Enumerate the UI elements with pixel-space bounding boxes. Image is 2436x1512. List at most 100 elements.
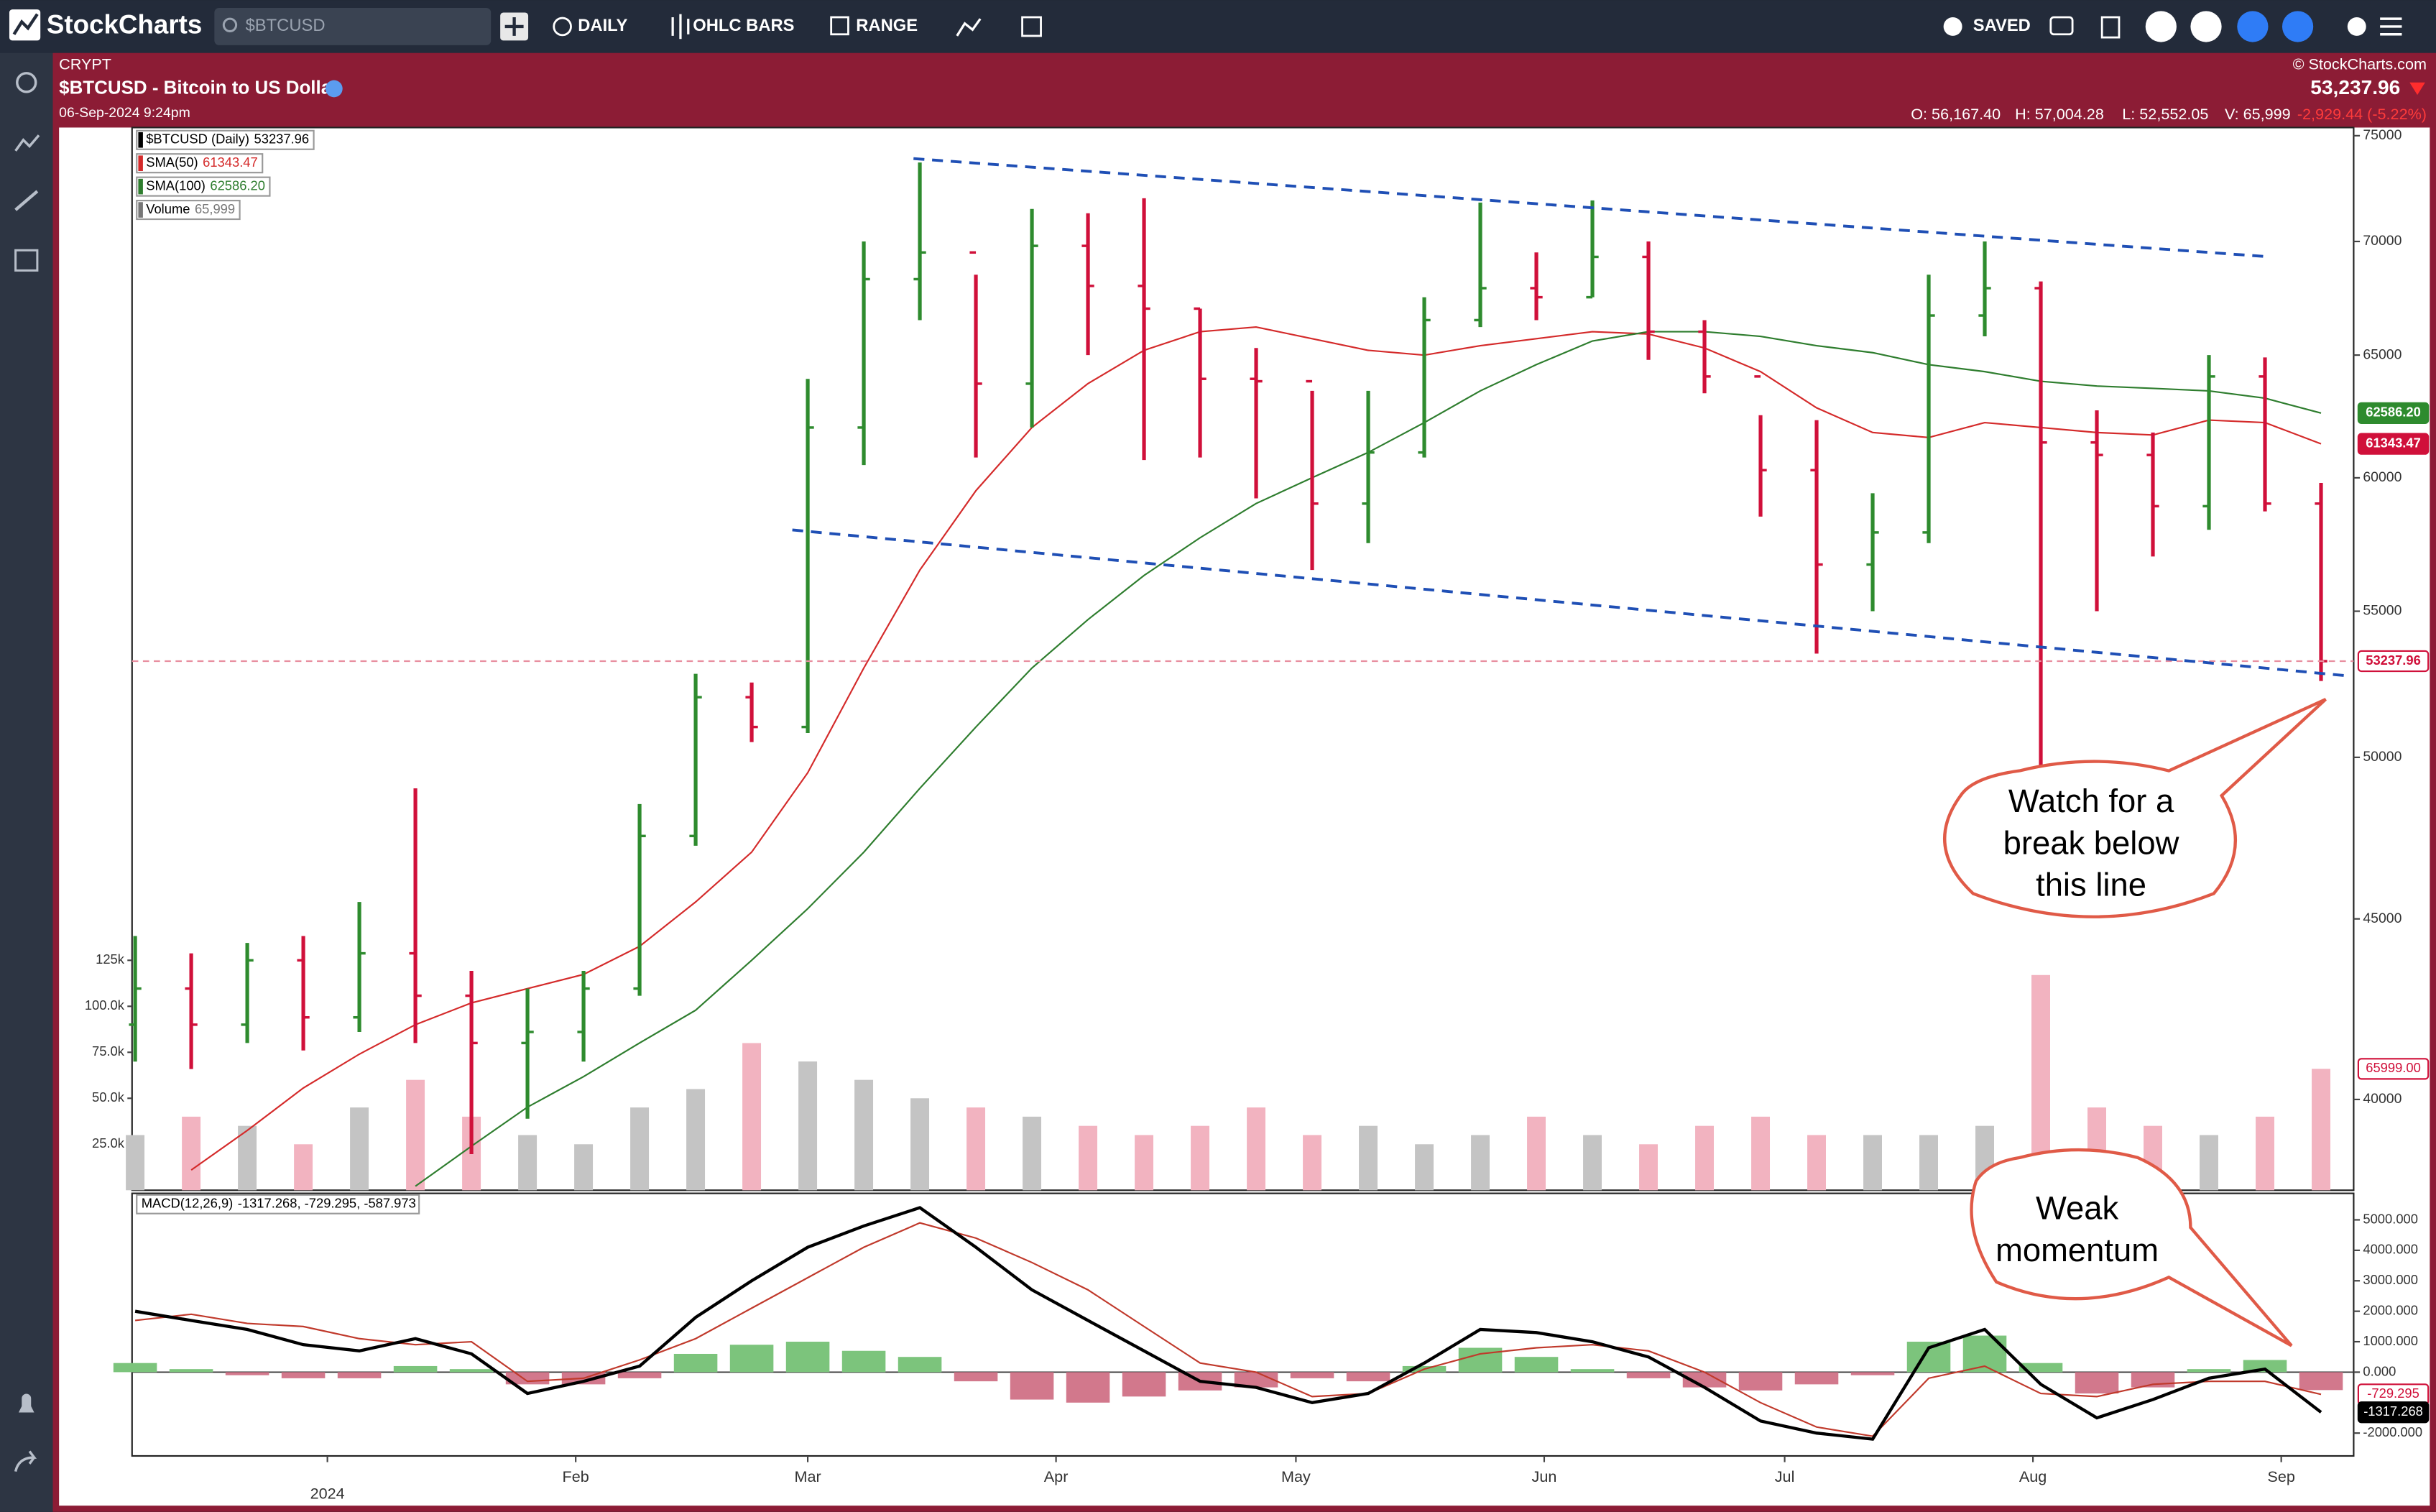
sma-line [190,326,2322,1171]
indicator-button[interactable] [956,18,982,37]
macd-tick-label: 3000.000 [2363,1272,2418,1287]
volume-tick-label: 75.0k [92,1043,125,1059]
layout-side-button[interactable] [14,249,39,272]
high-price: H: 57,004.28 [2015,105,2104,123]
search-box[interactable] [214,8,492,45]
menu-button[interactable] [2380,17,2402,36]
macd-tick-label: 2000.000 [2363,1302,2418,1317]
volume-bar [182,1116,201,1191]
volume-bar [126,1135,145,1191]
histogram-bar [1290,1372,1334,1378]
legend-swatch [138,178,143,195]
volume-bar [1919,1135,1938,1191]
logo-mark [12,13,39,35]
volume-bar [2200,1135,2218,1191]
volume-bar [910,1098,930,1191]
volume-bar [574,1144,594,1191]
zoom-button[interactable] [2237,11,2269,42]
legend-box [136,176,271,197]
crosshair-button[interactable] [2190,11,2222,42]
histogram-bar [1570,1369,1615,1373]
histogram-bar [169,1369,213,1373]
saved-status[interactable]: SAVED [1973,16,2031,35]
legend-name: $BTCUSD (Daily) [146,132,249,147]
histogram-bar [1346,1372,1390,1382]
calendar-icon [830,16,849,36]
add-symbol[interactable] [325,80,343,98]
volume-bar [518,1135,538,1191]
volume-bar [1639,1144,1658,1191]
volume-bar [1583,1135,1602,1191]
histogram-bar [954,1372,998,1382]
histogram-bar [2187,1369,2231,1373]
legend-box [136,153,264,174]
volume-bar [1135,1135,1154,1191]
x-tick-label: Jul [1775,1467,1795,1485]
layout-button[interactable] [1021,16,1042,37]
account-button[interactable] [2347,17,2366,36]
search-icon [222,17,238,32]
macd-tick-label: -2000.000 [2363,1424,2422,1439]
volume-bar [854,1079,874,1191]
add-icon [504,17,524,36]
alerts-button[interactable] [18,1393,34,1413]
delete-button[interactable] [2100,16,2121,39]
histogram-bar [841,1350,886,1373]
range-button[interactable]: RANGE [856,16,918,35]
comment-button[interactable] [2049,16,2074,36]
volume-bar [742,1043,762,1191]
volume-tick-label: 50.0k [92,1089,125,1105]
macd-legend-box [136,1194,420,1214]
callout-text: Watch for a [2008,783,2174,819]
y-tick-label: 75000 [2363,127,2402,143]
legend-value: 65,999 [195,201,235,216]
fit-button[interactable] [2282,11,2314,42]
search-text[interactable]: $BTCUSD [246,16,326,35]
legend-box [136,129,315,150]
legend-box [136,200,241,221]
volume-bar [1751,1116,1771,1191]
histogram-bar [449,1369,494,1373]
histogram-bar [1234,1372,1278,1388]
histogram-bar [1122,1372,1166,1397]
copyright: © StockCharts.com [2293,55,2427,73]
price-flag-label: 62586.20 [2366,405,2421,420]
histogram-bar [1066,1372,1110,1403]
y-tick-label: 60000 [2363,469,2402,485]
callout-text: Weak [2036,1189,2119,1226]
histogram-bar [281,1372,326,1378]
price-flag [2357,433,2430,455]
year-label: 2024 [310,1485,345,1503]
settings-button[interactable] [16,72,37,93]
clock-icon [553,17,572,37]
x-tick-label: Apr [1044,1467,1069,1485]
share-button[interactable] [14,1450,37,1472]
price-panel [131,126,2355,1191]
histogram-bar [1626,1372,1671,1378]
histogram-bar [673,1353,718,1373]
price-flag [2357,402,2430,424]
macd-legend-name: MACD(12,26,9) [142,1196,234,1211]
x-tick-label: Mar [794,1467,821,1485]
logo[interactable]: StockCharts [47,10,202,40]
macd-tick-label: 1000.000 [2363,1333,2418,1348]
legend-swatch [138,202,143,218]
volume-bar [798,1061,818,1191]
histogram-bar [785,1342,830,1373]
measure-button[interactable] [2145,11,2177,42]
period-button[interactable]: DAILY [578,16,627,35]
volume-bar [686,1089,706,1191]
timestamp: 06-Sep-2024 9:24pm [59,105,190,121]
annotate-button[interactable] [14,190,39,211]
macd-flag [2357,1401,2430,1424]
legend-value: 61343.47 [203,155,258,170]
histogram-bar [729,1345,774,1373]
chart-type-button[interactable]: OHLC BARS [693,16,794,35]
volume-bar [2312,1069,2330,1191]
chart-button[interactable] [14,134,40,152]
callout-text: break below [2003,824,2179,861]
legend-name: SMA(100) [146,178,206,193]
histogram-bar [1010,1372,1054,1400]
bars-icon [671,14,690,40]
